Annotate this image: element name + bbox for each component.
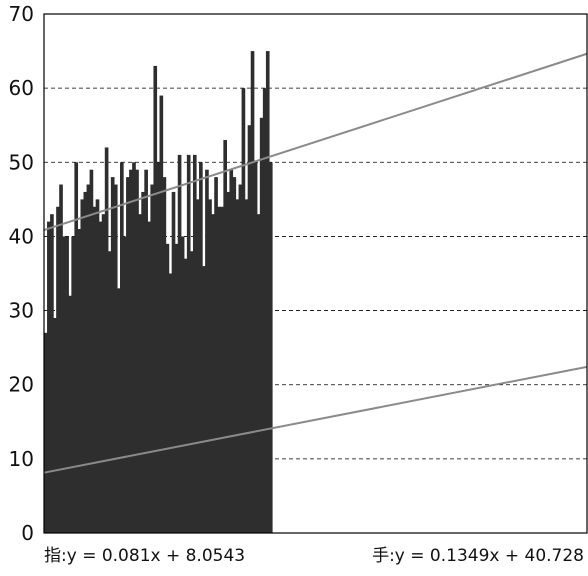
y-tick-label: 0 [21, 521, 34, 545]
bar [156, 162, 161, 534]
bar [220, 206, 224, 533]
bar [138, 214, 142, 533]
bar [80, 199, 85, 534]
bar [268, 162, 273, 534]
bar [229, 169, 234, 533]
bar [214, 177, 218, 534]
bar [98, 221, 103, 533]
trendline [43, 365, 588, 474]
bar [196, 199, 200, 534]
bar [159, 95, 164, 533]
bar [150, 184, 155, 533]
y-tick-label: 40 [9, 224, 34, 248]
trendline-equation-hand: 手:y = 0.1349x + 40.728 [372, 546, 584, 566]
bar [217, 206, 221, 533]
bar [199, 162, 203, 534]
bar [71, 236, 75, 533]
bar [211, 214, 215, 533]
y-tick-label: 10 [9, 447, 34, 471]
trendline [43, 52, 588, 231]
bar [62, 236, 66, 533]
bar [86, 184, 91, 533]
bar [141, 191, 145, 533]
bar [129, 169, 133, 533]
bar [89, 169, 94, 533]
bar [126, 177, 130, 534]
bar [65, 236, 69, 533]
bar [147, 221, 151, 533]
bar [192, 154, 197, 533]
bar [116, 288, 121, 533]
y-tick-label: 70 [9, 2, 34, 26]
bar [223, 140, 227, 534]
bar [265, 51, 270, 533]
bar [92, 206, 97, 533]
bar [253, 162, 258, 534]
bar [162, 177, 167, 534]
bar [241, 88, 246, 533]
bar [50, 214, 54, 533]
trendline-equation-finger: 指:y = 0.081x + 8.0543 [44, 546, 245, 566]
bar [107, 251, 112, 533]
bar [226, 191, 231, 533]
bar [83, 191, 88, 533]
bar [77, 229, 82, 533]
bar [235, 199, 240, 534]
bar [174, 243, 179, 533]
bar [144, 169, 148, 533]
bar [120, 162, 124, 534]
bar [95, 199, 100, 534]
bar [135, 169, 139, 533]
bar [244, 199, 249, 534]
bar [259, 117, 264, 534]
y-tick-label: 60 [9, 76, 34, 100]
y-tick-label: 30 [9, 299, 34, 323]
y-axis-ticks: 0 10 20 30 40 50 60 70 [9, 2, 34, 545]
bar [180, 236, 185, 533]
trendlines [43, 52, 588, 474]
bar [202, 266, 206, 533]
bar [47, 221, 51, 533]
bar [208, 199, 212, 534]
bar [59, 184, 63, 533]
bar [101, 214, 106, 533]
bar [132, 162, 136, 534]
bar [123, 236, 127, 533]
bar [110, 177, 115, 534]
bar [256, 214, 261, 533]
bar [56, 206, 60, 533]
bar [189, 251, 194, 533]
plot-area-border [43, 13, 588, 534]
bar [104, 147, 109, 533]
bar [168, 273, 173, 533]
bar [74, 162, 79, 534]
bar [205, 169, 209, 533]
bar [262, 88, 267, 533]
bar [165, 243, 170, 533]
bar [53, 317, 57, 533]
bar [153, 65, 158, 534]
bar [250, 51, 255, 533]
bar [232, 177, 237, 534]
bars [44, 51, 273, 534]
bar [171, 191, 176, 533]
bar [177, 154, 182, 533]
bar [113, 184, 118, 533]
y-tick-label: 50 [9, 150, 34, 174]
y-tick-label: 20 [9, 373, 34, 397]
bar [183, 258, 188, 533]
bar [186, 154, 191, 533]
bar [44, 332, 48, 533]
bar [238, 184, 243, 533]
bar [68, 295, 72, 533]
bar [247, 125, 252, 534]
